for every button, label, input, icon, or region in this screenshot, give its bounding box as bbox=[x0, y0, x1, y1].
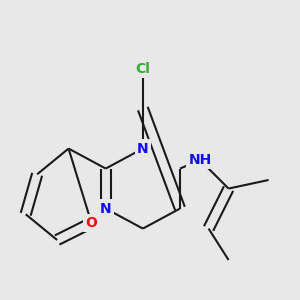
Text: O: O bbox=[85, 216, 98, 230]
Text: N: N bbox=[100, 202, 112, 216]
Text: Cl: Cl bbox=[135, 61, 150, 76]
Text: NH: NH bbox=[188, 153, 212, 167]
Text: N: N bbox=[137, 142, 149, 156]
